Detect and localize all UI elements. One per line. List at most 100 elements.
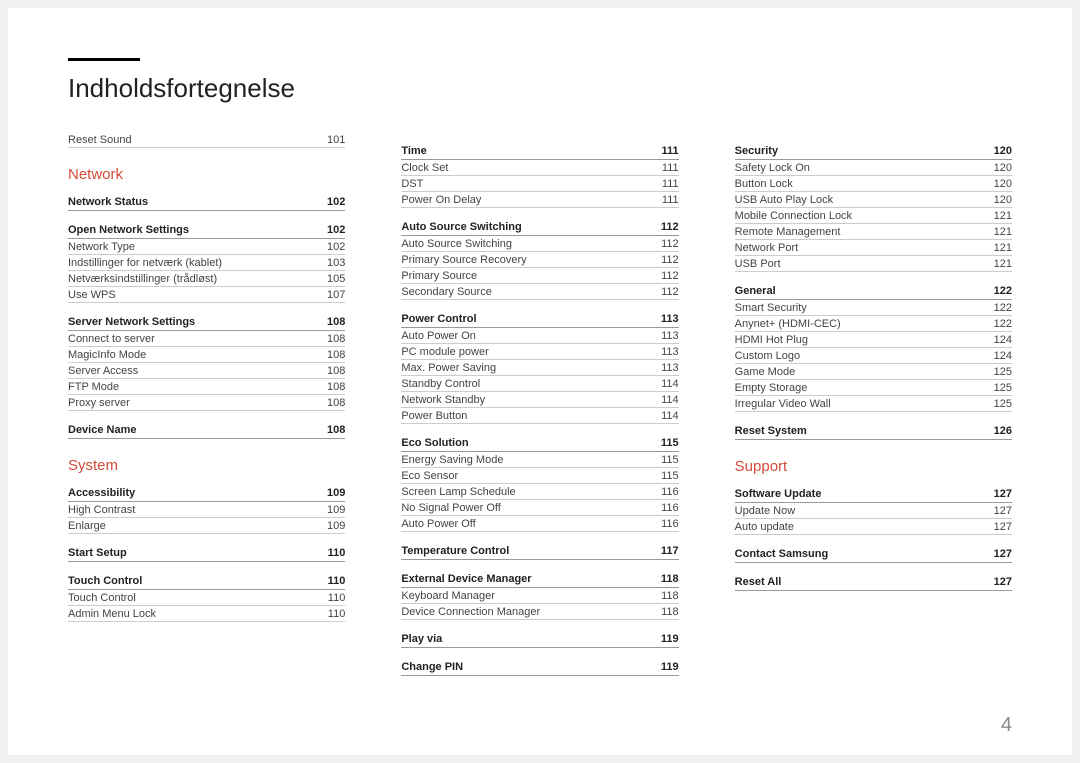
toc-group-head[interactable]: Start Setup110 [68, 544, 345, 562]
toc-item[interactable]: Auto Power On113 [401, 328, 678, 344]
toc-item[interactable]: Auto update127 [735, 519, 1012, 535]
toc-group-head[interactable]: Touch Control110 [68, 572, 345, 590]
toc-page-ref: 113 [649, 330, 679, 342]
toc-label: Touch Control [68, 592, 315, 604]
toc-page-ref: 112 [649, 238, 679, 250]
toc-label: Auto update [735, 521, 982, 533]
toc-item[interactable]: Max. Power Saving113 [401, 360, 678, 376]
toc-item[interactable]: Auto Source Switching112 [401, 236, 678, 252]
toc-label: MagicInfo Mode [68, 349, 315, 361]
toc-item[interactable]: Power On Delay111 [401, 192, 678, 208]
toc-group-head[interactable]: Temperature Control117 [401, 542, 678, 560]
toc-group-head[interactable]: Device Name108 [68, 421, 345, 439]
toc-group-head[interactable]: Power Control113 [401, 310, 678, 328]
toc-item[interactable]: PC module power113 [401, 344, 678, 360]
toc-group-head[interactable]: Time111 [401, 142, 678, 160]
toc-page-ref: 110 [315, 575, 345, 587]
toc-item[interactable]: Screen Lamp Schedule116 [401, 484, 678, 500]
toc-page-ref: 121 [982, 258, 1012, 270]
toc-item[interactable]: Update Now127 [735, 503, 1012, 519]
toc-page-ref: 120 [982, 162, 1012, 174]
toc-group-head[interactable]: Play via119 [401, 630, 678, 648]
toc-item[interactable]: Mobile Connection Lock121 [735, 208, 1012, 224]
toc-label: Network Type [68, 241, 315, 253]
toc-item[interactable]: Connect to server108 [68, 331, 345, 347]
toc-item[interactable]: HDMI Hot Plug124 [735, 332, 1012, 348]
toc-group-head[interactable]: Network Status102 [68, 193, 345, 211]
toc-page-ref: 121 [982, 226, 1012, 238]
toc-group-head[interactable]: Contact Samsung127 [735, 545, 1012, 563]
toc-group-head[interactable]: Auto Source Switching112 [401, 218, 678, 236]
toc-item[interactable]: Clock Set111 [401, 160, 678, 176]
toc-page-ref: 110 [315, 608, 345, 620]
toc-item[interactable]: Custom Logo124 [735, 348, 1012, 364]
toc-label: Custom Logo [735, 350, 982, 362]
toc-item[interactable]: Remote Management121 [735, 224, 1012, 240]
toc-label: Eco Solution [401, 437, 648, 449]
toc-label: No Signal Power Off [401, 502, 648, 514]
toc-item[interactable]: Netværksindstillinger (trådløst)105 [68, 271, 345, 287]
toc-item[interactable]: Auto Power Off116 [401, 516, 678, 532]
toc-item[interactable]: Proxy server108 [68, 395, 345, 411]
toc-page-ref: 111 [649, 194, 679, 206]
toc-item[interactable]: USB Auto Play Lock120 [735, 192, 1012, 208]
toc-item[interactable]: Keyboard Manager118 [401, 588, 678, 604]
toc-group-head[interactable]: Security120 [735, 142, 1012, 160]
toc-group-head[interactable]: Server Network Settings108 [68, 313, 345, 331]
toc-item[interactable]: FTP Mode108 [68, 379, 345, 395]
toc-item[interactable]: High Contrast109 [68, 502, 345, 518]
toc-item[interactable]: Anynet+ (HDMI-CEC)122 [735, 316, 1012, 332]
toc-item[interactable]: Energy Saving Mode115 [401, 452, 678, 468]
toc-page-ref: 109 [315, 504, 345, 516]
toc-item[interactable]: Primary Source112 [401, 268, 678, 284]
toc-label: Button Lock [735, 178, 982, 190]
toc-item[interactable]: DST111 [401, 176, 678, 192]
toc-group-head[interactable]: Eco Solution115 [401, 434, 678, 452]
toc-group-head[interactable]: Accessibility109 [68, 484, 345, 502]
toc-group-head[interactable]: Software Update127 [735, 485, 1012, 503]
section-heading: Network [68, 166, 345, 183]
toc-page-ref: 122 [982, 285, 1012, 297]
toc-item[interactable]: Secondary Source112 [401, 284, 678, 300]
toc-item[interactable]: Use WPS107 [68, 287, 345, 303]
toc-item[interactable]: Enlarge109 [68, 518, 345, 534]
toc-item[interactable]: Device Connection Manager118 [401, 604, 678, 620]
toc-item[interactable]: Primary Source Recovery112 [401, 252, 678, 268]
toc-group-head[interactable]: Reset All127 [735, 573, 1012, 591]
toc-item[interactable]: MagicInfo Mode108 [68, 347, 345, 363]
toc-label: General [735, 285, 982, 297]
toc-page-ref: 108 [315, 397, 345, 409]
toc-item[interactable]: Indstillinger for netværk (kablet)103 [68, 255, 345, 271]
toc-group-head[interactable]: Change PIN119 [401, 658, 678, 676]
toc-item[interactable]: No Signal Power Off116 [401, 500, 678, 516]
toc-item[interactable]: Touch Control110 [68, 590, 345, 606]
toc-page-ref: 111 [649, 162, 679, 174]
toc-item[interactable]: Safety Lock On120 [735, 160, 1012, 176]
toc-label: Irregular Video Wall [735, 398, 982, 410]
toc-label: Game Mode [735, 366, 982, 378]
toc-item[interactable]: Irregular Video Wall125 [735, 396, 1012, 412]
toc-item[interactable]: Network Standby114 [401, 392, 678, 408]
toc-item[interactable]: Smart Security122 [735, 300, 1012, 316]
toc-group-head[interactable]: External Device Manager118 [401, 570, 678, 588]
toc-label: Network Port [735, 242, 982, 254]
toc-item[interactable]: Eco Sensor115 [401, 468, 678, 484]
toc-item[interactable]: Empty Storage125 [735, 380, 1012, 396]
toc-item[interactable]: Power Button114 [401, 408, 678, 424]
toc-page-ref: 120 [982, 194, 1012, 206]
toc-item[interactable]: Reset Sound101 [68, 132, 345, 148]
toc-item[interactable]: Button Lock120 [735, 176, 1012, 192]
toc-page-ref: 107 [315, 289, 345, 301]
toc-group-head[interactable]: Open Network Settings102 [68, 221, 345, 239]
toc-item[interactable]: Admin Menu Lock110 [68, 606, 345, 622]
toc-item[interactable]: Game Mode125 [735, 364, 1012, 380]
toc-group-head[interactable]: General122 [735, 282, 1012, 300]
toc-item[interactable]: Server Access108 [68, 363, 345, 379]
toc-label: Change PIN [401, 661, 648, 673]
toc-page-ref: 125 [982, 366, 1012, 378]
toc-item[interactable]: Standby Control114 [401, 376, 678, 392]
toc-group-head[interactable]: Reset System126 [735, 422, 1012, 440]
toc-item[interactable]: Network Port121 [735, 240, 1012, 256]
toc-item[interactable]: Network Type102 [68, 239, 345, 255]
toc-item[interactable]: USB Port121 [735, 256, 1012, 272]
